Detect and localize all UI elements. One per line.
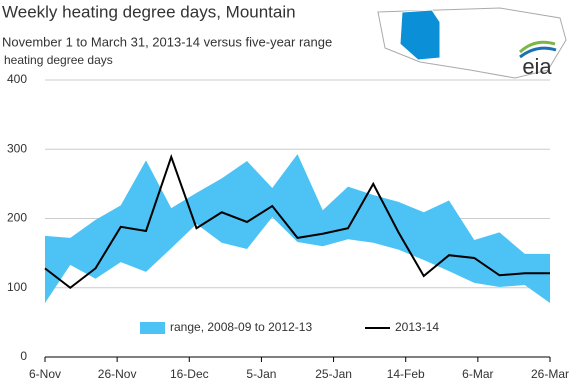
legend-label: range, 2008-09 to 2012-13 — [170, 320, 312, 334]
legend-swatch — [140, 322, 165, 334]
x-tick-label: 25-Jan — [315, 367, 352, 381]
x-tick-label: 6-Mar — [462, 367, 493, 381]
logo-text: eia — [522, 54, 552, 79]
chart-subtitle: November 1 to March 31, 2013-14 versus f… — [2, 34, 332, 49]
y-tick-label: 100 — [7, 280, 27, 294]
line — [44, 153, 550, 290]
x-tick-label: 14-Feb — [387, 367, 425, 381]
chart-title: Weekly heating degree days, Mountain — [2, 2, 296, 21]
eia-logo: eia — [518, 40, 557, 79]
range-band — [45, 154, 550, 303]
legend-label: 2013-14 — [395, 320, 439, 334]
y-tick-label: 400 — [7, 72, 27, 86]
y-axis-label: heating degree days — [4, 53, 113, 67]
y-tick-label: 200 — [7, 211, 27, 225]
y-tick-label: 0 — [20, 349, 27, 363]
x-tick-label: 26-Mar — [531, 367, 569, 381]
map-inset — [377, 7, 567, 79]
y-tick-label: 300 — [7, 141, 27, 155]
x-tick-label: 26-Nov — [98, 367, 137, 381]
x-tick-label: 5-Jan — [246, 367, 276, 381]
x-tick-label: 16-Dec — [170, 367, 209, 381]
x-tick-label: 6-Nov — [29, 367, 61, 381]
